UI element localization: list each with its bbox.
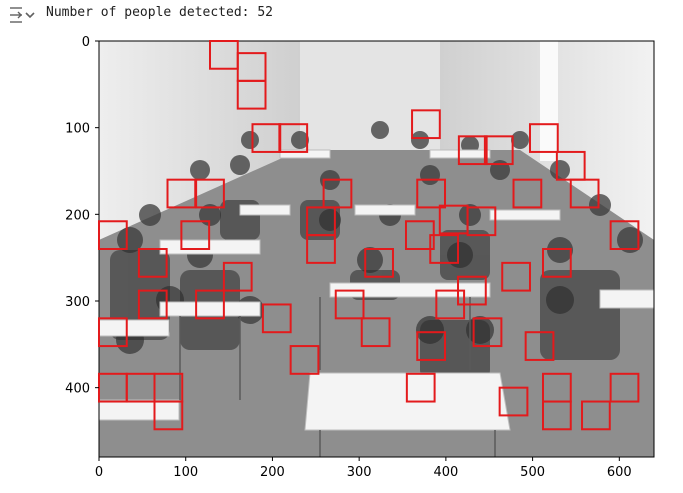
y-axis: 0 100 200 300 400 — [65, 35, 99, 397]
x-tick-label: 600 — [607, 465, 632, 480]
x-axis: 0 100 200 300 400 500 600 — [95, 457, 632, 480]
x-tick-label: 200 — [260, 465, 285, 480]
detection-box — [429, 234, 460, 264]
x-tick-label: 100 — [173, 465, 198, 480]
detection-box — [405, 372, 436, 403]
detection-box — [512, 178, 543, 209]
detection-box — [306, 234, 336, 264]
detection-box — [222, 261, 253, 292]
detection-box — [98, 220, 128, 250]
y-tick-label: 200 — [65, 208, 90, 223]
detection-box — [411, 109, 441, 140]
detection-box — [322, 178, 353, 209]
detection-box — [483, 135, 514, 166]
detection-box — [457, 135, 488, 166]
detection-box — [98, 317, 128, 348]
detection-box — [498, 386, 529, 417]
detection-box — [542, 400, 572, 431]
detection-box — [278, 123, 309, 153]
detection-box — [609, 220, 640, 250]
detection-box — [153, 400, 184, 431]
detection-box — [137, 248, 168, 278]
detection-box — [236, 79, 267, 110]
detection-box — [416, 178, 447, 209]
detection-box — [416, 331, 447, 361]
y-tick-label: 0 — [82, 35, 90, 50]
detection-box — [334, 289, 365, 320]
detection-box — [360, 317, 391, 348]
detection-box — [466, 206, 497, 237]
detection-box — [289, 345, 320, 375]
detection-box — [524, 331, 555, 361]
detection-box — [180, 220, 211, 250]
x-tick-label: 500 — [520, 465, 545, 480]
detection-box — [528, 123, 559, 153]
x-tick-label: 400 — [433, 465, 458, 480]
detection-box — [581, 400, 611, 431]
detection-box — [472, 317, 503, 348]
x-tick-label: 300 — [347, 465, 372, 480]
output-collapse-icon[interactable] — [8, 5, 36, 25]
detection-box — [609, 372, 640, 403]
y-tick-label: 400 — [65, 382, 90, 397]
detection-box — [364, 248, 394, 278]
y-tick-label: 100 — [65, 122, 90, 137]
y-tick-label: 300 — [65, 295, 90, 310]
detection-box — [501, 261, 531, 292]
detection-box — [195, 178, 225, 209]
detection-boxes — [98, 40, 640, 431]
detection-box — [195, 289, 225, 320]
detection-box — [542, 248, 572, 278]
x-tick-label: 0 — [95, 465, 103, 480]
output-text: Number of people detected: 52 — [46, 5, 273, 20]
detection-box — [457, 275, 487, 306]
detection-box — [137, 289, 168, 320]
detection-box — [569, 178, 600, 209]
detection-box — [261, 303, 292, 334]
